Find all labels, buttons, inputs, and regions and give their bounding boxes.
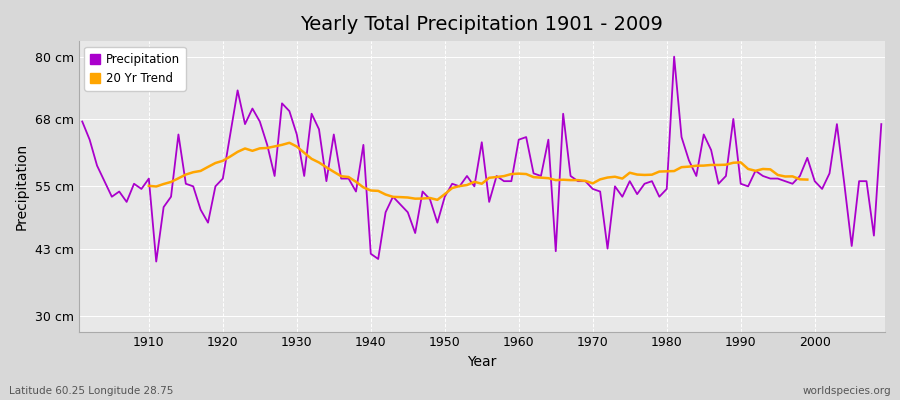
- X-axis label: Year: Year: [467, 355, 497, 369]
- Title: Yearly Total Precipitation 1901 - 2009: Yearly Total Precipitation 1901 - 2009: [301, 15, 663, 34]
- Legend: Precipitation, 20 Yr Trend: Precipitation, 20 Yr Trend: [85, 47, 185, 91]
- Text: worldspecies.org: worldspecies.org: [803, 386, 891, 396]
- Text: Latitude 60.25 Longitude 28.75: Latitude 60.25 Longitude 28.75: [9, 386, 174, 396]
- Y-axis label: Precipitation: Precipitation: [15, 143, 29, 230]
